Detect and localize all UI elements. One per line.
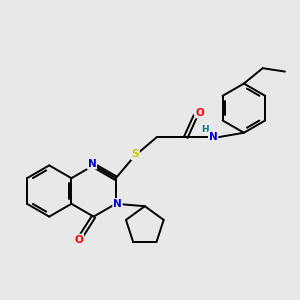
Text: N: N [113,199,122,209]
Text: N: N [88,159,96,169]
Text: N: N [209,131,218,142]
Text: O: O [195,108,204,118]
Text: H: H [202,125,209,134]
Text: S: S [131,149,139,159]
Text: O: O [74,235,83,244]
